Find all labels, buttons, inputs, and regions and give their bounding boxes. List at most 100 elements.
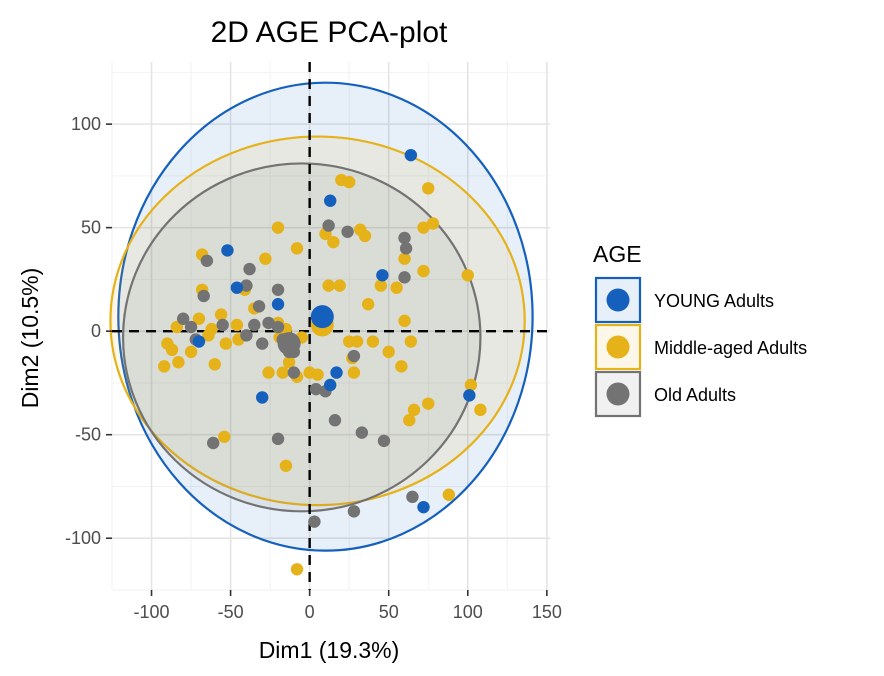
data-point [271,320,285,334]
data-point [399,242,413,255]
data-point [333,279,346,292]
data-point [377,434,391,448]
data-point [330,366,343,379]
data-point [172,356,185,369]
data-point [240,329,253,342]
data-point [271,432,285,446]
data-point [422,182,435,195]
data-point [221,244,234,257]
data-point [218,430,231,443]
group-centroid [277,332,301,356]
y-tick-label: 50 [81,218,101,238]
data-point [382,345,395,359]
y-axis-title: Dim2 (10.5%) [17,268,43,409]
data-point [347,349,361,363]
data-point [308,515,321,528]
legend-key [594,370,642,418]
data-point [417,221,430,234]
data-point [248,318,261,332]
data-point [464,378,478,392]
data-point [404,335,418,348]
data-point [216,318,229,332]
data-point [208,358,221,371]
data-point [390,281,403,294]
data-point [256,391,269,404]
legend-label: Middle-aged Adults [654,338,807,358]
data-point [184,320,198,334]
data-point [206,436,220,450]
data-point [442,488,456,501]
data-point [398,252,411,265]
data-point [324,378,337,392]
data-point [324,194,337,207]
data-point [461,269,474,282]
y-tick-label: 0 [91,321,101,341]
axis-ticks: -100 -50 0 50 100 150 -100 -50 0 50 100 [65,114,562,622]
data-point [165,343,179,357]
data-point [200,254,214,267]
x-tick-label: -100 [134,602,170,622]
data-point [271,298,285,311]
data-point [271,221,285,234]
data-point [398,314,411,328]
minor-gridlines [111,62,550,591]
y-tick-label: -50 [75,425,101,445]
data-point [350,335,364,348]
data-point [422,397,435,410]
data-point [287,366,301,379]
data-point [395,360,408,373]
data-point [192,335,206,348]
data-point [197,289,210,303]
data-point [262,366,275,379]
data-point [256,337,269,350]
x-tick-label: 150 [532,602,562,622]
data-point [311,368,324,381]
y-tick-label: -100 [65,528,101,548]
data-point [426,217,440,230]
data-point [230,281,244,294]
legend: AGE YOUNG Adults Middle-aged Adults Old Ad… [593,241,807,418]
data-point [355,426,369,439]
data-point [309,382,323,396]
data-point [474,403,487,417]
data-point [202,329,215,342]
data-point [398,231,411,245]
data-point [417,264,430,278]
legend-key-dot [606,382,630,406]
legend-title: AGE [593,241,642,267]
data-point [192,312,206,325]
x-tick-label: 50 [379,602,399,622]
x-tick-label: -50 [218,602,244,622]
data-point [176,312,190,325]
legend-key-dot [606,335,630,359]
data-point [219,337,233,350]
data-point [361,298,375,311]
y-tick-label: 100 [71,114,101,134]
data-point [290,563,304,576]
reference-lines [112,62,550,590]
legend-label: YOUNG Adults [654,291,774,311]
data-point [407,403,421,417]
data-point [259,252,272,265]
data-point [404,148,418,162]
data-point [322,279,335,292]
data-point [157,360,171,373]
data-point [347,505,361,518]
major-gridlines [112,62,550,590]
data-point [282,356,296,369]
data-point [279,459,293,472]
data-point [366,335,380,348]
data-point [322,219,335,232]
data-point [342,175,356,189]
chart-title: 2D AGE PCA-plot [211,16,448,49]
data-point [417,500,430,514]
data-point [262,316,275,330]
legend-key-dot [606,288,630,312]
legend-label: Old Adults [654,385,736,405]
data-point [341,225,354,238]
data-point [214,308,228,321]
data-point [271,283,285,296]
data-point [243,262,256,276]
data-point [290,242,304,255]
